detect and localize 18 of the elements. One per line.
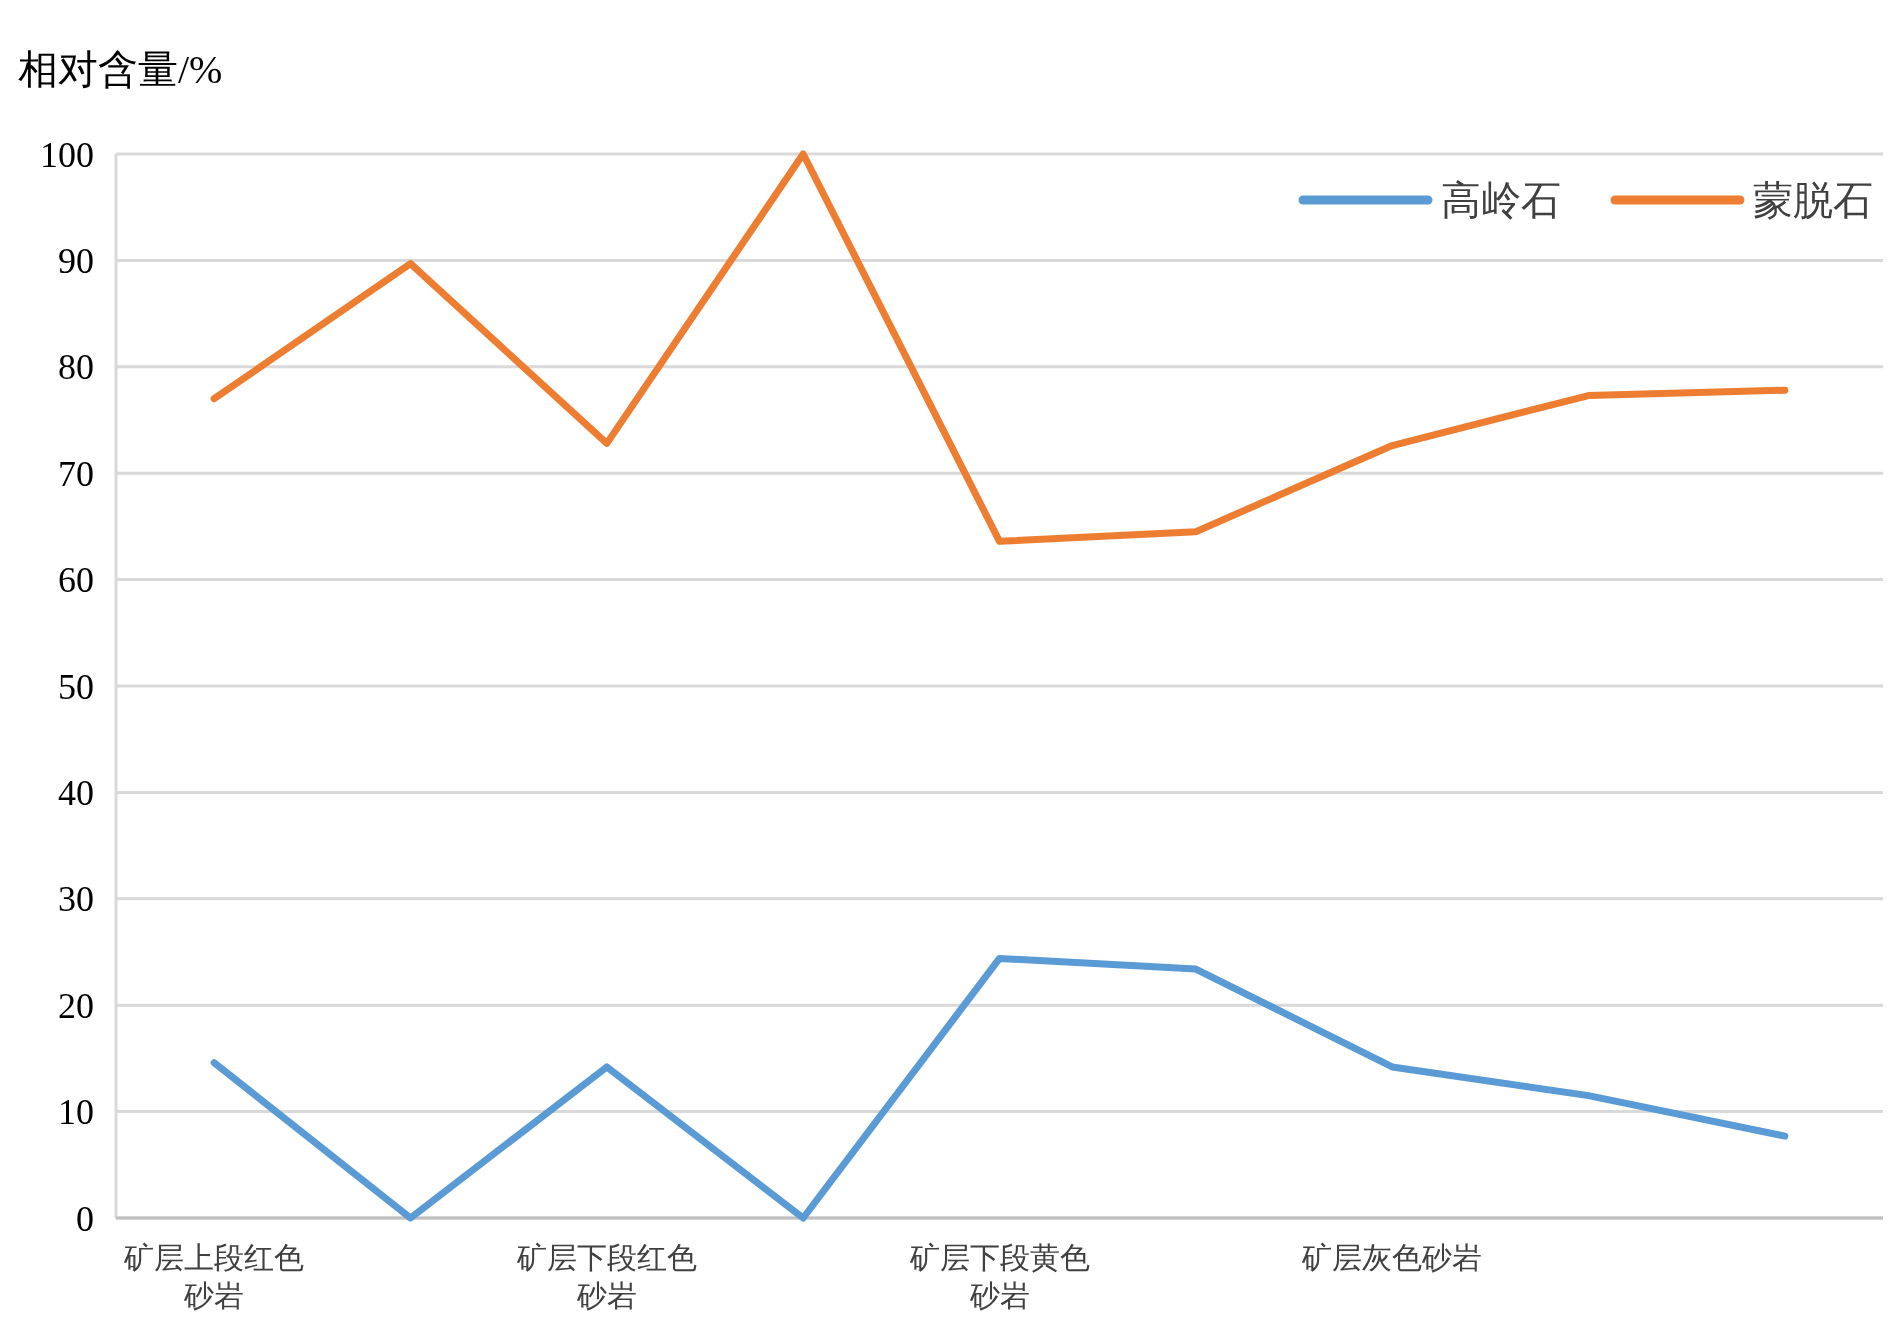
y-tick-label: 0 [76,1198,94,1239]
y-tick-label: 50 [58,666,94,707]
y-tick-label: 80 [58,347,94,388]
legend-label: 蒙脱石 [1753,178,1873,223]
y-axis-title: 相对含量/% [18,47,223,92]
y-tick-label: 90 [58,241,94,281]
y-tick-label: 20 [58,985,94,1026]
y-tick-label: 10 [58,1092,94,1133]
y-tick-label: 70 [58,453,94,494]
x-tick-label: 矿层下段红色砂岩 [515,1240,697,1313]
x-tick-label: 矿层下段黄色砂岩 [908,1240,1090,1313]
y-tick-label: 40 [58,773,94,813]
x-tick-label: 矿层灰色砂岩 [1301,1240,1483,1275]
y-tick-label: 100 [40,134,94,175]
legend-label: 高岭石 [1441,178,1561,223]
y-tick-label: 30 [58,879,94,920]
x-tick-label: 矿层上段红色砂岩 [123,1240,305,1313]
y-tick-label: 60 [58,560,94,601]
